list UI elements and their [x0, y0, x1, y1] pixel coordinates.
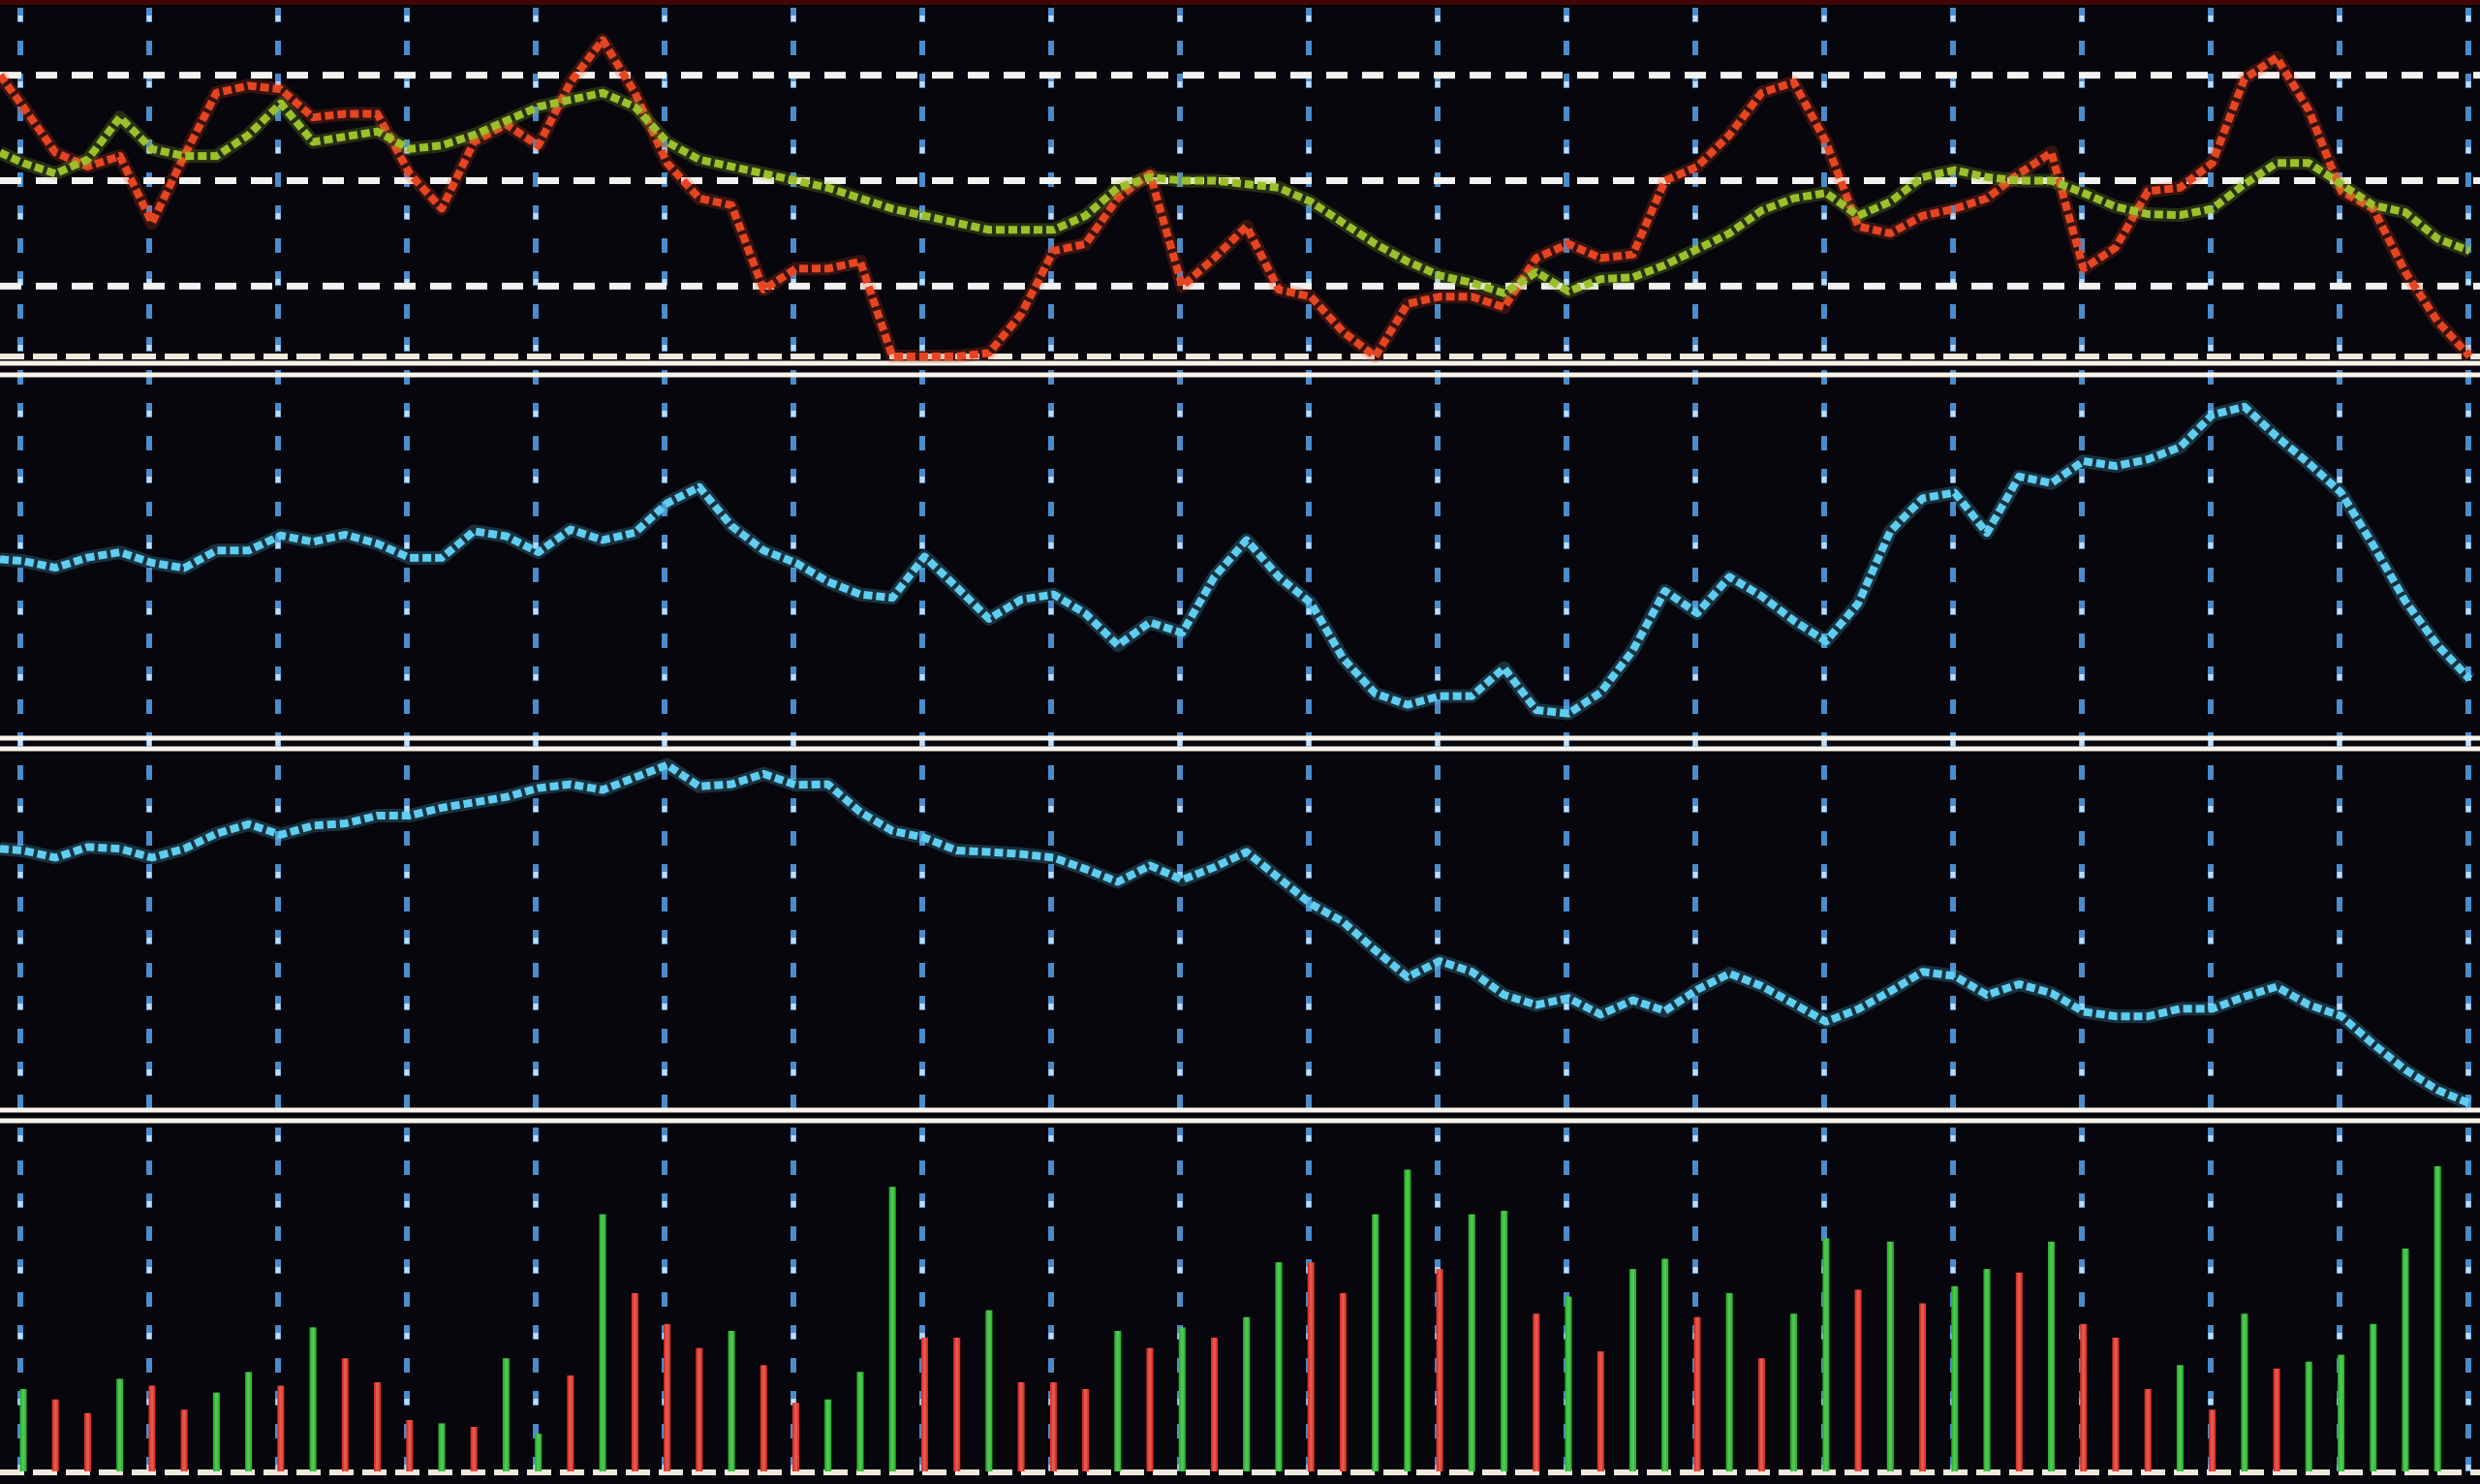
volume-bar-down [341, 1358, 349, 1471]
volume-bar-up [1661, 1258, 1669, 1471]
volume-bar-down [696, 1347, 703, 1471]
volume-bar-down [2112, 1337, 2120, 1471]
volume-bar-down [920, 1337, 928, 1471]
top-border-line [0, 0, 2480, 5]
volume-bar-down [1307, 1262, 1315, 1471]
volume-bar-up [728, 1330, 735, 1471]
cyan-indicator-upper [0, 402, 2473, 718]
volume-bar-up [1501, 1211, 1508, 1471]
volume-bar-down [2015, 1272, 2023, 1471]
volume-bar-up [1372, 1214, 1380, 1471]
volume-bar-down [148, 1385, 156, 1471]
volume-bar-up [1725, 1292, 1733, 1471]
volume-bar-up [1114, 1330, 1122, 1471]
volume-bar-up [2338, 1354, 2345, 1471]
volume-bar-up [1629, 1269, 1636, 1471]
volume-bar-down [1533, 1314, 1540, 1471]
volume-bar-down [1854, 1289, 1862, 1471]
volume-bar-up [1468, 1214, 1475, 1471]
volume-bar-up [856, 1372, 864, 1471]
volume-bar-up [985, 1310, 993, 1471]
volume-bar-up [1178, 1327, 1186, 1471]
volume-bar-down [2144, 1389, 2152, 1471]
volume-bar-down [2273, 1368, 2280, 1471]
volume-bar-up [19, 1389, 27, 1471]
momentum-indicator-lower-panel [0, 757, 2473, 1110]
volume-bar-up [2370, 1323, 2377, 1471]
cyan-indicator-lower [0, 760, 2472, 1107]
volume-bar-up [1983, 1269, 1991, 1471]
momentum-indicator-upper-panel [0, 399, 2475, 721]
volume-bar-down [664, 1323, 671, 1471]
volume-bar-down [406, 1419, 414, 1471]
volume-bar-down [1757, 1358, 1765, 1471]
volume-bar-down [1146, 1347, 1154, 1471]
volume-bar-up [438, 1423, 446, 1471]
volume-bar-up [1275, 1262, 1283, 1471]
volume-bar-down [567, 1375, 574, 1471]
volume-bar-up [1404, 1169, 1411, 1471]
volume-bar-down [470, 1427, 478, 1471]
volume-bar-up [212, 1392, 220, 1471]
volume-bar-down [2080, 1323, 2088, 1471]
volume-bar-down [1919, 1303, 1927, 1471]
volume-bar-up [1243, 1316, 1251, 1471]
fast-line-red [0, 36, 2473, 360]
stochastic-oscillator-panel [0, 33, 2475, 363]
volume-bar-down [631, 1292, 638, 1471]
volume-bar-up [2434, 1165, 2441, 1471]
volume-bar-up [535, 1434, 542, 1471]
volume-bar-up [1565, 1296, 1572, 1471]
volume-bar-up [2176, 1365, 2184, 1471]
volume-bar-down [84, 1412, 91, 1471]
volume-bar-up [2402, 1248, 2409, 1471]
volume-bar-up [1790, 1314, 1798, 1471]
volume-bar-up [1951, 1285, 1959, 1471]
volume-bar-down [1049, 1382, 1057, 1471]
volume-bar-down [953, 1337, 961, 1471]
vertical-gridlines [17, 8, 2471, 1478]
volume-bar-up [2241, 1314, 2248, 1471]
volume-bar-down [1693, 1316, 1701, 1471]
volume-bar-down [1211, 1337, 1218, 1471]
volume-bar-down [1339, 1292, 1347, 1471]
volume-bar-up [824, 1399, 832, 1471]
volume-bar-down [51, 1399, 59, 1471]
volume-bar-down [1082, 1389, 1090, 1471]
volume-bar-up [502, 1358, 510, 1471]
volume-bar-up [599, 1214, 606, 1471]
volume-bar-up [116, 1378, 124, 1471]
volume-bar-down [1436, 1269, 1443, 1471]
volume-bar-down [1017, 1382, 1025, 1471]
volume-bar-up [245, 1372, 253, 1471]
volume-bars [19, 1165, 2441, 1471]
volume-bar-down [277, 1385, 285, 1471]
volume-bar-up [1886, 1241, 1894, 1471]
volume-bar-up [888, 1187, 896, 1471]
volume-bar-up [2048, 1241, 2055, 1471]
volume-bar-down [374, 1382, 381, 1471]
volume-bar-up [309, 1327, 317, 1471]
panel-separators [0, 360, 2480, 1124]
volume-bar-down [792, 1403, 799, 1471]
volume-bar-down [1596, 1351, 1604, 1471]
volume-bar-up [1822, 1238, 1830, 1471]
volume-bar-down [180, 1409, 188, 1471]
volume-bar-down [760, 1365, 767, 1471]
volume-bar-up [2305, 1361, 2312, 1471]
volume-bar-down [2209, 1409, 2216, 1471]
